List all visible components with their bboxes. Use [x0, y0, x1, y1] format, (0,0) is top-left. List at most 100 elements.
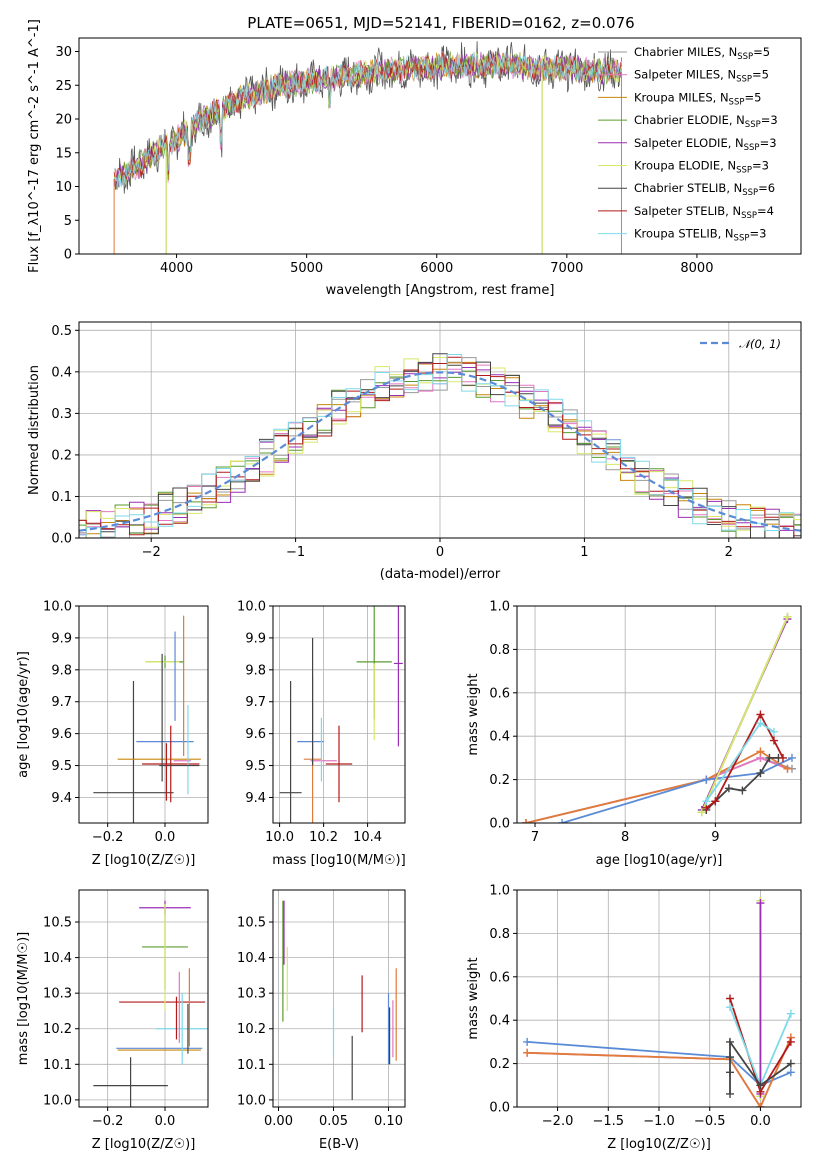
x-tick-label: 6000 — [420, 261, 453, 276]
plot-area — [522, 612, 796, 823]
y-tick-label: 30 — [55, 45, 72, 60]
axes-frame — [78, 605, 209, 824]
y-axis-label: age [log10(age/yr)] — [16, 651, 31, 778]
x-axis-label: Z [log10(Z/Z☉)] — [607, 1137, 711, 1152]
y-tick-label: 10.4 — [237, 951, 266, 966]
y-tick-label: 1.0 — [489, 600, 510, 615]
x-tick-label: 0.00 — [264, 1114, 293, 1129]
spectrum-line — [113, 51, 622, 188]
y-tick-label: 9.7 — [245, 695, 266, 710]
x-tick-label: −2.0 — [542, 1114, 574, 1129]
spectrum-panel: 4000 5000 6000 7000 8000 0 5 10 15 20 25 30 PLATE=06… — [27, 14, 802, 298]
legend-label: Salpeter ELODIE, NSSP=3 — [634, 136, 777, 153]
y-tick-label: 20 — [55, 113, 72, 128]
y-tick-label: 0.4 — [489, 730, 510, 745]
residual-histogram-panel: −2 −1 0 1 2 0.0 0.1 0.2 0.3 0.4 0.5 (data-model)/er… — [27, 321, 802, 582]
x-tick-label: 0.0 — [155, 1114, 176, 1129]
mass-vs-extinction-panel: 0.00 0.05 0.10 10.0 10.1 10.2 10.3 10.4 10.5 E(B-… — [237, 889, 406, 1152]
residual-histogram — [79, 370, 801, 538]
axes-frame — [78, 321, 802, 539]
weight-marker — [786, 1059, 795, 1068]
legend-label: Chabrier ELODIE, NSSP=3 — [634, 113, 778, 130]
y-tick-label: 15 — [55, 146, 72, 161]
y-tick-label: 10 — [55, 180, 72, 195]
weight-marker — [783, 612, 792, 621]
y-tick-label: 9.9 — [245, 631, 266, 646]
y-tick-label: 5 — [64, 214, 72, 229]
y-tick-label: 9.6 — [245, 727, 266, 742]
y-tick-label: 10.3 — [237, 987, 266, 1002]
y-tick-label: 10.0 — [43, 1093, 72, 1108]
x-axis-label: E(B-V) — [319, 1137, 359, 1152]
weight-marker — [522, 819, 531, 823]
y-tick-label: 9.4 — [51, 791, 72, 806]
weight-marker — [558, 819, 567, 823]
weight-marker — [783, 764, 792, 773]
plot-area — [523, 896, 795, 1107]
x-tick-label: 8000 — [680, 261, 713, 276]
y-tick-label: 0.4 — [489, 1014, 510, 1029]
legend-label: Kroupa ELODIE, NSSP=3 — [634, 159, 769, 176]
plot-area — [113, 41, 622, 254]
x-tick-label: −2 — [142, 545, 161, 560]
plot-area — [79, 353, 801, 538]
legend-label: Kroupa STELIB, NSSP=3 — [634, 227, 766, 244]
weight-marker — [756, 769, 765, 778]
spectrum-line — [113, 51, 622, 183]
y-tick-label: 9.8 — [245, 663, 266, 678]
weight-marker — [756, 719, 765, 728]
x-tick-label: 0.05 — [319, 1114, 348, 1129]
weight-vs-metallicity-panel: −2.0 −1.5 −1.0 −0.5 0.0 0.0 0.2 0.4 0.6 0.8 1.0 Z [… — [466, 884, 802, 1152]
y-tick-label: 9.6 — [51, 727, 72, 742]
y-axis-label: mass weight — [466, 957, 481, 1039]
y-tick-label: 9.8 — [51, 663, 72, 678]
y-tick-label: 10.2 — [237, 1022, 266, 1037]
x-axis-label: mass [log10(M/M☉)] — [272, 853, 405, 868]
y-tick-label: 0 — [64, 248, 72, 263]
legend-label: Salpeter STELIB, NSSP=4 — [634, 204, 774, 221]
y-tick-label: 0.2 — [489, 773, 510, 788]
weight-marker — [786, 1068, 795, 1077]
y-tick-label: 0.0 — [51, 532, 72, 547]
y-tick-label: 0.3 — [51, 407, 72, 422]
y-tick-label: 0.8 — [489, 927, 510, 942]
y-tick-label: 10.5 — [43, 916, 72, 931]
weight-marker — [787, 753, 796, 762]
weight-marker — [724, 784, 733, 793]
weight-marker — [726, 1068, 734, 1077]
x-tick-label: 5000 — [290, 261, 323, 276]
x-tick-label: −1.0 — [643, 1114, 675, 1129]
y-tick-label: 1.0 — [489, 884, 510, 899]
mass-vs-metallicity-panel: −0.2 0.0 10.0 10.1 10.2 10.3 10.4 10.5 Z [log10(… — [16, 889, 209, 1152]
residual-histogram — [79, 356, 801, 538]
legend: Chabrier MILES, NSSP=5 Salpeter MILES, NS… — [598, 45, 778, 244]
y-tick-label: 10.2 — [43, 1022, 72, 1037]
y-axis-label: Normed distribution — [27, 365, 42, 495]
weight-marker — [726, 1089, 734, 1098]
weight-marker — [523, 1037, 532, 1046]
axes-frame — [516, 605, 802, 824]
x-axis-label: Z [log10(Z/Z☉)] — [92, 1137, 196, 1152]
weight-marker — [769, 736, 778, 745]
weight-marker — [711, 797, 720, 806]
plot-area — [93, 615, 201, 823]
weight-marker — [702, 775, 711, 784]
x-tick-label: −1 — [286, 545, 305, 560]
legend-label: Salpeter MILES, NSSP=5 — [634, 68, 769, 85]
weight-marker — [756, 1103, 765, 1107]
x-tick-label: 2 — [725, 545, 733, 560]
plot-area — [279, 606, 403, 823]
y-tick-label: 9.5 — [245, 759, 266, 774]
weight-marker — [726, 1037, 734, 1046]
plot-area — [93, 900, 208, 1107]
y-tick-label: 0.8 — [489, 643, 510, 658]
x-tick-label: −0.5 — [694, 1114, 726, 1129]
y-tick-label: 0.6 — [489, 686, 510, 701]
weight-marker — [523, 1048, 532, 1057]
y-tick-label: 0.2 — [51, 448, 72, 463]
normal-curve — [79, 371, 801, 532]
y-tick-label: 10.3 — [43, 987, 72, 1002]
y-axis-label: mass weight — [466, 673, 481, 755]
y-tick-label: 0.0 — [489, 1101, 510, 1116]
